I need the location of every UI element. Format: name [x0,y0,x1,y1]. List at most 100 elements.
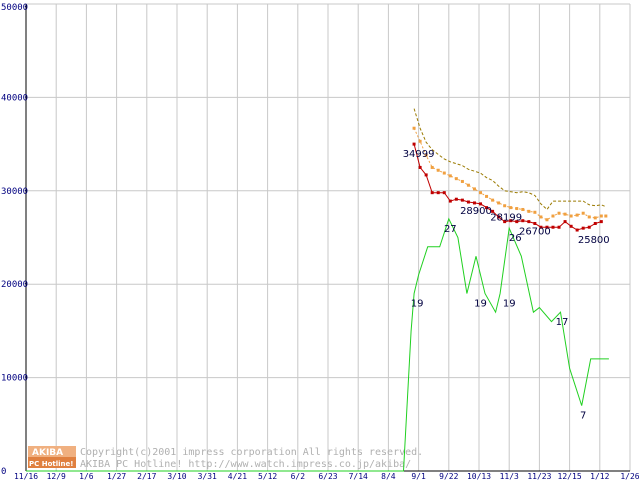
series-point-2 [448,174,452,178]
series-point-3 [593,221,597,225]
copyright-watermark: AKIBA PC Hotline! Copyright(c)2001 impre… [28,446,423,470]
series-point-3 [563,220,567,224]
x-tick-label: 9/22 [439,472,458,480]
data-label: 28199 [490,213,522,224]
series-point-3 [412,142,416,146]
series-point-2 [593,216,597,220]
series-point-3 [497,215,501,219]
chart-series [26,108,609,472]
series-point-2 [418,139,422,143]
site-url-line: AKIBA PC Hotline! http://www.watch.impre… [80,459,411,470]
y-axis-tick-labels: 0 10000 20000 30000 40000 50000 [1,3,28,477]
series-point-2 [599,214,603,218]
series-point-3 [454,197,458,201]
y-tick-label: 30000 [1,187,28,197]
series-point-3 [557,225,561,229]
y-tick-label: 0 [1,467,6,477]
series-point-2 [424,153,428,157]
series-point-2 [575,213,579,217]
series-point-3 [569,224,573,228]
series-point-3 [485,206,489,210]
series-point-2 [551,214,555,218]
series-point-3 [509,219,513,223]
x-tick-label: 3/10 [167,472,186,480]
series-point-2 [479,191,483,195]
series-point-2 [581,211,585,215]
series-point-3 [521,219,525,223]
x-tick-label: 1/6 [79,472,94,480]
x-tick-label: 10/13 [467,472,491,480]
x-tick-label: 8/4 [381,472,396,480]
x-tick-label: 1/27 [107,472,126,480]
data-label: 26 [509,233,522,244]
data-label: 7 [580,411,586,422]
data-label: 17 [556,317,569,328]
y-tick-label: 20000 [1,280,28,290]
series-point-2 [521,207,525,211]
x-tick-label: 2/17 [137,472,156,480]
series-point-3 [539,225,543,229]
series-point-2 [442,171,446,175]
series-point-2 [509,206,513,210]
data-label: 19 [503,299,516,310]
y-tick-label: 50000 [1,3,28,13]
x-tick-label: 12/9 [47,472,66,480]
series-point-2 [569,214,573,218]
series-point-3 [599,220,603,224]
series-point-3 [581,226,585,230]
series-point-2 [503,204,507,208]
x-tick-label: 6/2 [291,472,306,480]
series-point-3 [430,191,434,195]
akiba-logo-subtext: PC Hotline! [29,460,73,468]
series-point-3 [551,225,555,229]
series-point-3 [587,225,591,229]
series-point-3 [491,209,495,213]
x-tick-label: 11/23 [527,472,551,480]
data-label: 19 [411,299,424,310]
series-point-3 [545,225,549,229]
series-point-2 [491,198,495,202]
series-point-2 [454,177,458,181]
series-point-3 [515,220,519,224]
x-tick-label: 6/23 [318,472,337,480]
series-point-2 [436,168,440,172]
data-label: 27 [444,224,457,235]
series-point-3 [466,200,470,204]
akiba-logo-bottom [28,457,76,468]
series-point-2 [472,187,476,191]
series-point-3 [527,220,531,224]
series-point-2 [527,209,531,213]
series-point-3 [448,199,452,203]
y-tick-label: 40000 [1,93,28,103]
series-point-3 [472,201,476,205]
x-tick-label: 4/21 [228,472,247,480]
series-point-2 [515,207,519,211]
series-point-3 [533,221,537,225]
data-label: 26700 [519,227,551,238]
series-point-2 [485,194,489,198]
series-point-2 [557,211,561,215]
x-tick-label: 11/16 [14,472,38,480]
x-tick-label: 1/12 [590,472,609,480]
series-point-2 [430,165,434,169]
series-point-3 [460,198,464,202]
y-tick-label: 10000 [1,374,28,384]
series-point-2 [587,215,591,219]
series-point-3 [424,173,428,177]
series-point-3 [442,191,446,195]
series-point-2 [563,212,567,216]
series-line-4 [26,217,609,472]
series-point-2 [539,215,543,219]
series-point-2 [604,214,608,218]
series-point-2 [460,179,464,183]
series-point-3 [575,228,579,232]
data-label: 19 [474,299,487,310]
x-tick-label: 3/31 [198,472,217,480]
series-point-2 [412,126,416,130]
data-label: 34999 [403,149,435,160]
series-point-3 [418,165,422,169]
data-label: 28900 [460,206,492,217]
series-line-2 [413,127,606,221]
